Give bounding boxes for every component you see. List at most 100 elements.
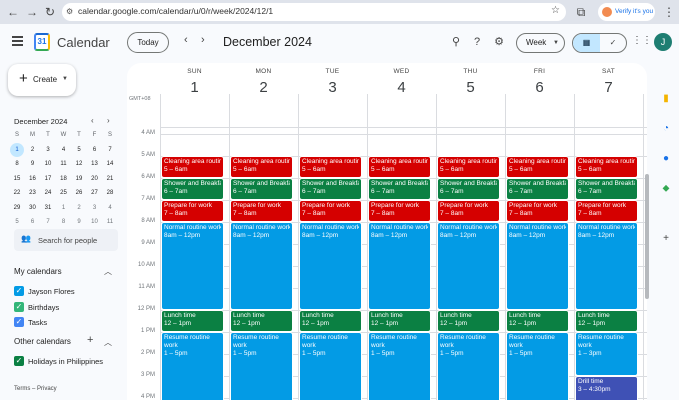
- calendar-event[interactable]: Shower and Breakfast6 – 7am: [437, 178, 500, 200]
- forward-icon[interactable]: →: [26, 5, 38, 19]
- calendar-event[interactable]: Shower and Breakfast6 – 7am: [230, 178, 293, 200]
- get-addons-icon[interactable]: +: [663, 233, 669, 244]
- calendar-view-icon[interactable]: ▦: [573, 34, 600, 52]
- bookmark-star-icon[interactable]: ☆: [551, 5, 560, 16]
- day-number[interactable]: 3: [328, 79, 337, 96]
- mini-day[interactable]: 31: [44, 204, 52, 211]
- previous-week-icon[interactable]: ‹: [184, 34, 188, 46]
- calendar-event[interactable]: Shower and Breakfast6 – 7am: [506, 178, 569, 200]
- mini-next-month-icon[interactable]: ›: [107, 116, 110, 125]
- mini-day[interactable]: 4: [108, 204, 112, 211]
- mini-day[interactable]: 13: [91, 161, 98, 167]
- calendar-event[interactable]: Shower and Breakfast6 – 7am: [299, 178, 362, 200]
- mini-day[interactable]: 5: [77, 146, 81, 153]
- calendar-list-item[interactable]: ✓ Tasks: [14, 317, 124, 329]
- mini-day[interactable]: 1: [61, 204, 66, 211]
- mini-day[interactable]: 11: [106, 219, 114, 225]
- calendar-event[interactable]: Prepare for work 7 – 8am: [437, 200, 500, 222]
- mini-day[interactable]: 20: [91, 175, 98, 182]
- calendar-list-item[interactable]: ✓ Holidays in Philippines: [14, 356, 124, 368]
- maps-icon[interactable]: ⬥: [662, 183, 670, 194]
- calendar-event[interactable]: Prepare for work 7 – 8am: [575, 200, 638, 222]
- mini-day[interactable]: 26: [75, 190, 83, 196]
- calendar-event[interactable]: Prepare for work 7 – 8am: [299, 200, 362, 222]
- checkbox-icon[interactable]: ✓: [14, 317, 24, 327]
- create-button[interactable]: + Create ▼: [8, 64, 76, 96]
- google-apps-icon[interactable]: ⋮⋮: [632, 35, 652, 46]
- mini-day[interactable]: 19: [75, 175, 83, 182]
- calendar-event[interactable]: Cleaning area routine 5 – 6am: [230, 156, 293, 178]
- mini-day[interactable]: 15: [13, 175, 21, 182]
- mini-day[interactable]: 10: [91, 219, 98, 225]
- calendar-event[interactable]: Prepare for work 7 – 8am: [161, 200, 224, 222]
- tasks-icon[interactable]: ◔: [662, 123, 670, 134]
- calendar-event[interactable]: Normal routine work 8am – 12pm: [506, 222, 569, 310]
- mini-day[interactable]: 14: [106, 161, 114, 167]
- mini-day[interactable]: 21: [106, 175, 114, 182]
- mini-day[interactable]: 28: [106, 190, 114, 196]
- calendar-event[interactable]: Normal routine work 8am – 12pm: [437, 222, 500, 310]
- search-icon[interactable]: ⚲: [451, 36, 461, 48]
- calendar-event[interactable]: Resume routine work 1 – 5pm: [299, 332, 362, 400]
- calendar-event[interactable]: Lunch time 12 – 1pm: [161, 310, 224, 332]
- mini-day[interactable]: 5: [15, 219, 19, 225]
- day-number[interactable]: 6: [535, 79, 544, 96]
- mini-day[interactable]: 8: [15, 161, 19, 167]
- calendar-event[interactable]: Lunch time 12 – 1pm: [230, 310, 293, 332]
- checkbox-icon[interactable]: ✓: [14, 286, 24, 296]
- mini-day[interactable]: 25: [60, 190, 67, 196]
- day-number[interactable]: 7: [604, 79, 613, 96]
- mini-day[interactable]: 7: [108, 146, 112, 153]
- day-header[interactable]: SUN 1: [160, 63, 229, 123]
- calendar-event[interactable]: Resume routine work 1 – 3pm: [575, 332, 638, 376]
- calendar-event[interactable]: Resume routine work 1 – 5pm: [368, 332, 431, 400]
- day-header[interactable]: THU 5: [436, 63, 505, 123]
- calendar-list-item[interactable]: ✓ Jayson Flores: [14, 286, 124, 298]
- calendar-event[interactable]: Lunch time 12 – 1pm: [575, 310, 638, 332]
- day-number[interactable]: 2: [259, 79, 268, 96]
- mini-day[interactable]: 3: [92, 204, 97, 211]
- help-icon[interactable]: ?: [473, 36, 481, 48]
- calendar-event[interactable]: Lunch time 12 – 1pm: [368, 310, 431, 332]
- day-header[interactable]: SAT 7: [574, 63, 643, 123]
- mini-day[interactable]: 29: [13, 204, 21, 211]
- calendar-event[interactable]: Prepare for work 7 – 8am: [230, 200, 293, 222]
- mini-day[interactable]: 1: [10, 142, 24, 157]
- mini-day[interactable]: 8: [61, 219, 66, 225]
- checkbox-icon[interactable]: ✓: [14, 301, 24, 312]
- day-header[interactable]: WED 4: [367, 63, 436, 123]
- calendar-event[interactable]: Shower and Breakfast6 – 7am: [368, 178, 431, 200]
- day-header[interactable]: FRI 6: [505, 63, 574, 123]
- calendar-list-item[interactable]: ✓ Birthdays: [14, 301, 124, 314]
- address-bar[interactable]: ⚙ calendar.google.com/calendar/u/0/r/wee…: [62, 3, 566, 21]
- mini-day[interactable]: 9: [77, 219, 81, 225]
- browser-menu-icon[interactable]: ⋮: [663, 5, 675, 19]
- mini-day[interactable]: 2: [77, 204, 81, 211]
- terms-privacy-link[interactable]: Terms – Privacy: [14, 386, 57, 392]
- my-calendars-header[interactable]: My calendars: [14, 267, 62, 276]
- calendar-event[interactable]: Cleaning area routine 5 – 6am: [437, 156, 500, 178]
- extensions-icon[interactable]: ⧉: [576, 5, 586, 19]
- mini-day[interactable]: 30: [29, 204, 36, 211]
- day-header[interactable]: TUE 3: [298, 63, 367, 123]
- calendar-event[interactable]: Normal routine work 8am – 12pm: [161, 222, 224, 310]
- day-header[interactable]: MON 2: [229, 63, 298, 123]
- view-selector[interactable]: Week: [516, 33, 565, 53]
- calendar-event[interactable]: Resume routine work 1 – 5pm: [437, 332, 500, 400]
- mini-day[interactable]: 6: [92, 146, 97, 153]
- reload-icon[interactable]: ↻: [44, 5, 56, 19]
- mini-day[interactable]: 24: [44, 190, 52, 196]
- chevron-up-icon[interactable]: ︿: [104, 338, 112, 347]
- main-menu-icon[interactable]: [12, 36, 23, 46]
- calendar-event[interactable]: Resume routine work 1 – 5pm: [506, 332, 569, 400]
- account-avatar[interactable]: J: [654, 33, 672, 51]
- back-icon[interactable]: ←: [7, 5, 19, 19]
- mini-day[interactable]: 16: [29, 175, 36, 182]
- calendar-event[interactable]: Lunch time 12 – 1pm: [299, 310, 362, 332]
- mini-day[interactable]: 12: [75, 161, 83, 167]
- today-button[interactable]: Today: [127, 32, 169, 53]
- mini-day[interactable]: 7: [46, 219, 50, 225]
- calendar-event[interactable]: Resume routine work 1 – 5pm: [230, 332, 293, 400]
- keep-icon[interactable]: ▮: [663, 93, 669, 104]
- calendar-event[interactable]: Cleaning area routine 5 – 6am: [368, 156, 431, 178]
